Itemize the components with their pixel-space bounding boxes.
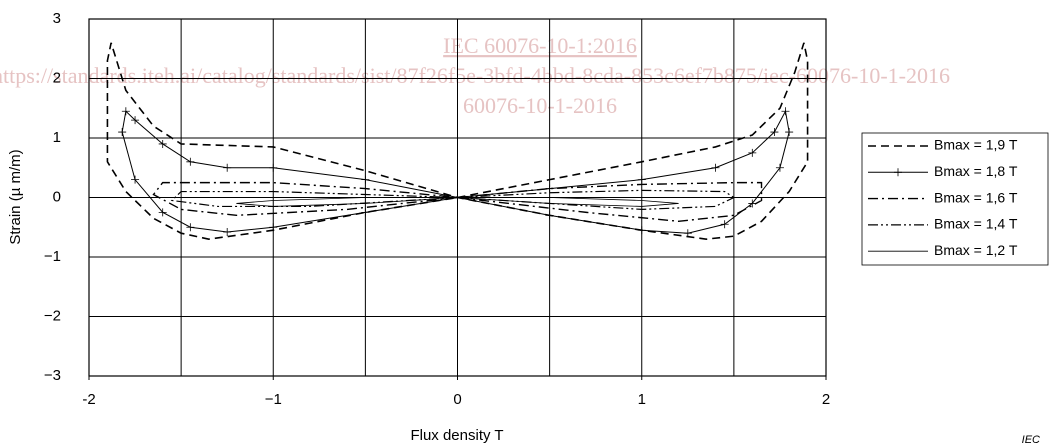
marker [186, 223, 195, 232]
marker [131, 175, 140, 184]
marker [720, 220, 729, 229]
series-line [236, 197, 679, 207]
marker [545, 211, 554, 220]
marker [118, 128, 127, 137]
figure-tag: IEC [1022, 434, 1040, 446]
y-tick-label: 1 [53, 129, 61, 146]
marker [269, 163, 278, 172]
y-tick-label: 0 [53, 188, 61, 205]
x-tick-label: -2 [82, 391, 95, 408]
marker [637, 226, 646, 235]
legend-label: Bmax = 1,4 T [934, 216, 1018, 232]
marker [683, 229, 692, 238]
legend-label: Bmax = 1,6 T [934, 189, 1018, 205]
watermark: IEC 60076-10-1:2016 [443, 33, 637, 58]
legend-label: Bmax = 1,2 T [934, 242, 1018, 258]
x-tick-label: 1 [638, 391, 646, 408]
x-tick-label: 2 [822, 391, 830, 408]
marker [770, 128, 779, 137]
y-tick-label: −2 [44, 307, 61, 324]
legend-label: Bmax = 1,8 T [934, 163, 1018, 179]
watermark: 60076-10-1-2016 [463, 93, 617, 118]
y-tick-label: 2 [53, 69, 61, 86]
marker [158, 139, 167, 148]
series-line [152, 181, 763, 223]
y-tick-label: −3 [44, 367, 61, 384]
marker [711, 163, 720, 172]
x-axis-label: Flux density T [410, 427, 503, 444]
y-tick-label: 3 [53, 10, 61, 27]
marker [775, 163, 784, 172]
marker [131, 116, 140, 125]
legend-marker [894, 168, 902, 177]
marker [361, 175, 370, 184]
marker [781, 107, 790, 116]
series-line [121, 109, 790, 234]
series-line [170, 189, 736, 211]
marker [269, 223, 278, 232]
x-tick-label: 0 [453, 391, 461, 408]
y-tick-label: −1 [44, 248, 61, 265]
legend-label: Bmax = 1,9 T [934, 137, 1018, 153]
marker [637, 175, 646, 184]
marker [121, 107, 130, 116]
watermark: https://standards.iteh.ai/catalog/standa… [0, 63, 950, 88]
marker [223, 163, 232, 172]
x-tick-label: −1 [265, 391, 282, 408]
plot-frame [88, 18, 827, 377]
marker [223, 228, 232, 237]
y-axis-label: Strain (µ m/m) [7, 149, 24, 244]
marker [186, 157, 195, 166]
marker [785, 128, 794, 137]
marker [361, 208, 370, 217]
marker [158, 208, 167, 217]
marker [748, 148, 757, 157]
